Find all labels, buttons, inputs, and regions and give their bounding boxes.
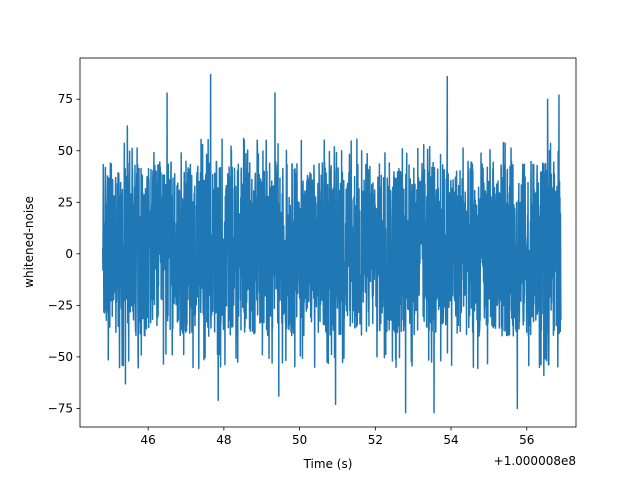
y-tick-label: 0 bbox=[65, 247, 73, 261]
x-tick-label: 56 bbox=[519, 433, 534, 447]
x-tick-label: 52 bbox=[368, 433, 383, 447]
x-axis-label: Time (s) bbox=[303, 457, 353, 471]
y-tick-label: 75 bbox=[58, 92, 73, 106]
y-tick-label: 50 bbox=[58, 144, 73, 158]
y-tick-label: −50 bbox=[48, 350, 73, 364]
x-tick-label: 48 bbox=[216, 433, 231, 447]
plot-frame bbox=[79, 57, 577, 428]
y-tick-label: −25 bbox=[48, 298, 73, 312]
series-layer bbox=[101, 73, 562, 414]
y-tick-label: −75 bbox=[48, 401, 73, 415]
y-axis-label: whitened-noise bbox=[22, 196, 36, 288]
x-tick-label: 46 bbox=[141, 433, 156, 447]
x-axis: 46 48 50 52 54 56 bbox=[141, 427, 534, 447]
x-tick-label: 50 bbox=[292, 433, 307, 447]
y-axis: −75 −50 −25 0 25 50 75 bbox=[48, 92, 80, 415]
y-tick-label: 25 bbox=[58, 195, 73, 209]
x-tick-label: 54 bbox=[443, 433, 458, 447]
series-line bbox=[101, 73, 562, 414]
x-axis-offset-label: +1.000008e8 bbox=[494, 454, 576, 468]
